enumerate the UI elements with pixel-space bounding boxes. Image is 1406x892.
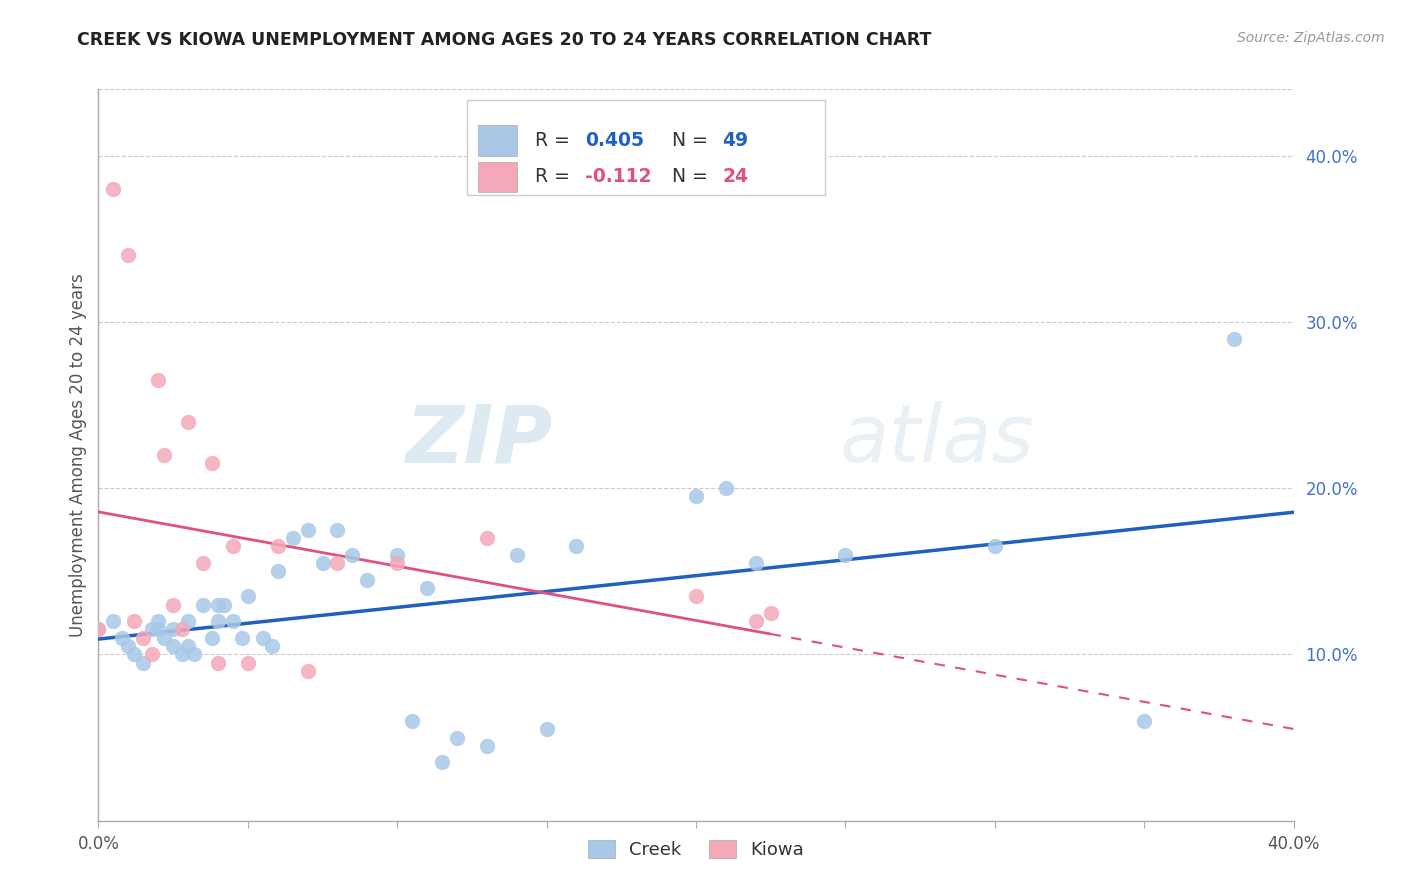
Point: [172, 623, 194, 637]
Point: [267, 564, 290, 578]
Point: [252, 631, 274, 645]
Point: [685, 490, 707, 504]
Point: [132, 631, 155, 645]
Point: [356, 573, 378, 587]
Point: [236, 656, 259, 670]
Point: [148, 373, 170, 387]
Point: [207, 598, 229, 612]
Point: [148, 614, 170, 628]
Point: [103, 182, 125, 196]
Point: [207, 656, 229, 670]
Point: [141, 648, 163, 662]
Point: [281, 531, 304, 545]
Point: [191, 556, 214, 570]
Text: Source: ZipAtlas.com: Source: ZipAtlas.com: [1237, 31, 1385, 45]
Point: [714, 481, 737, 495]
Point: [401, 714, 423, 728]
Y-axis label: Unemployment Among Ages 20 to 24 years: Unemployment Among Ages 20 to 24 years: [69, 273, 87, 637]
Text: R =: R =: [534, 131, 575, 150]
Point: [162, 598, 184, 612]
Point: [177, 614, 200, 628]
Point: [834, 548, 856, 562]
Point: [124, 614, 146, 628]
Point: [260, 639, 283, 653]
Point: [446, 731, 468, 745]
Point: [236, 589, 259, 603]
Point: [475, 531, 498, 545]
Point: [201, 456, 224, 470]
Point: [153, 448, 176, 462]
Point: [326, 523, 349, 537]
Text: N =: N =: [672, 131, 714, 150]
Legend: Creek, Kiowa: Creek, Kiowa: [581, 832, 811, 866]
Point: [172, 648, 194, 662]
Text: atlas: atlas: [839, 401, 1035, 479]
Text: 49: 49: [723, 131, 748, 150]
Point: [385, 556, 409, 570]
Point: [201, 631, 224, 645]
Point: [177, 415, 200, 429]
Point: [297, 523, 319, 537]
Point: [311, 556, 333, 570]
Point: [212, 598, 235, 612]
Point: [162, 623, 184, 637]
Point: [183, 648, 205, 662]
Point: [117, 639, 139, 653]
Point: [117, 248, 139, 262]
Point: [124, 648, 146, 662]
Text: R =: R =: [534, 168, 575, 186]
Point: [222, 614, 245, 628]
Text: 24: 24: [723, 168, 748, 186]
FancyBboxPatch shape: [467, 100, 825, 195]
Point: [231, 631, 253, 645]
Point: [207, 614, 229, 628]
Point: [153, 631, 176, 645]
Point: [326, 556, 349, 570]
Point: [759, 606, 782, 620]
Point: [1133, 714, 1156, 728]
Point: [162, 639, 184, 653]
Point: [222, 539, 245, 553]
Point: [103, 614, 125, 628]
Point: [506, 548, 529, 562]
Text: CREEK VS KIOWA UNEMPLOYMENT AMONG AGES 20 TO 24 YEARS CORRELATION CHART: CREEK VS KIOWA UNEMPLOYMENT AMONG AGES 2…: [77, 31, 932, 49]
Point: [745, 614, 768, 628]
Point: [87, 623, 110, 637]
Point: [177, 639, 200, 653]
Text: 0.405: 0.405: [585, 131, 644, 150]
Point: [87, 623, 110, 637]
FancyBboxPatch shape: [478, 125, 517, 156]
Text: ZIP: ZIP: [405, 401, 553, 479]
Point: [191, 598, 214, 612]
Point: [111, 631, 134, 645]
Point: [267, 539, 290, 553]
Point: [416, 581, 439, 595]
Point: [141, 623, 163, 637]
Point: [475, 739, 498, 753]
Point: [342, 548, 364, 562]
Text: N =: N =: [672, 168, 714, 186]
Point: [984, 539, 1007, 553]
FancyBboxPatch shape: [478, 161, 517, 193]
Point: [148, 623, 170, 637]
Point: [385, 548, 409, 562]
Point: [536, 723, 558, 737]
Point: [565, 539, 588, 553]
Point: [685, 589, 707, 603]
Point: [430, 756, 453, 770]
Point: [1223, 332, 1246, 346]
Point: [745, 556, 768, 570]
Text: -0.112: -0.112: [585, 168, 651, 186]
Point: [132, 656, 155, 670]
Point: [297, 664, 319, 678]
